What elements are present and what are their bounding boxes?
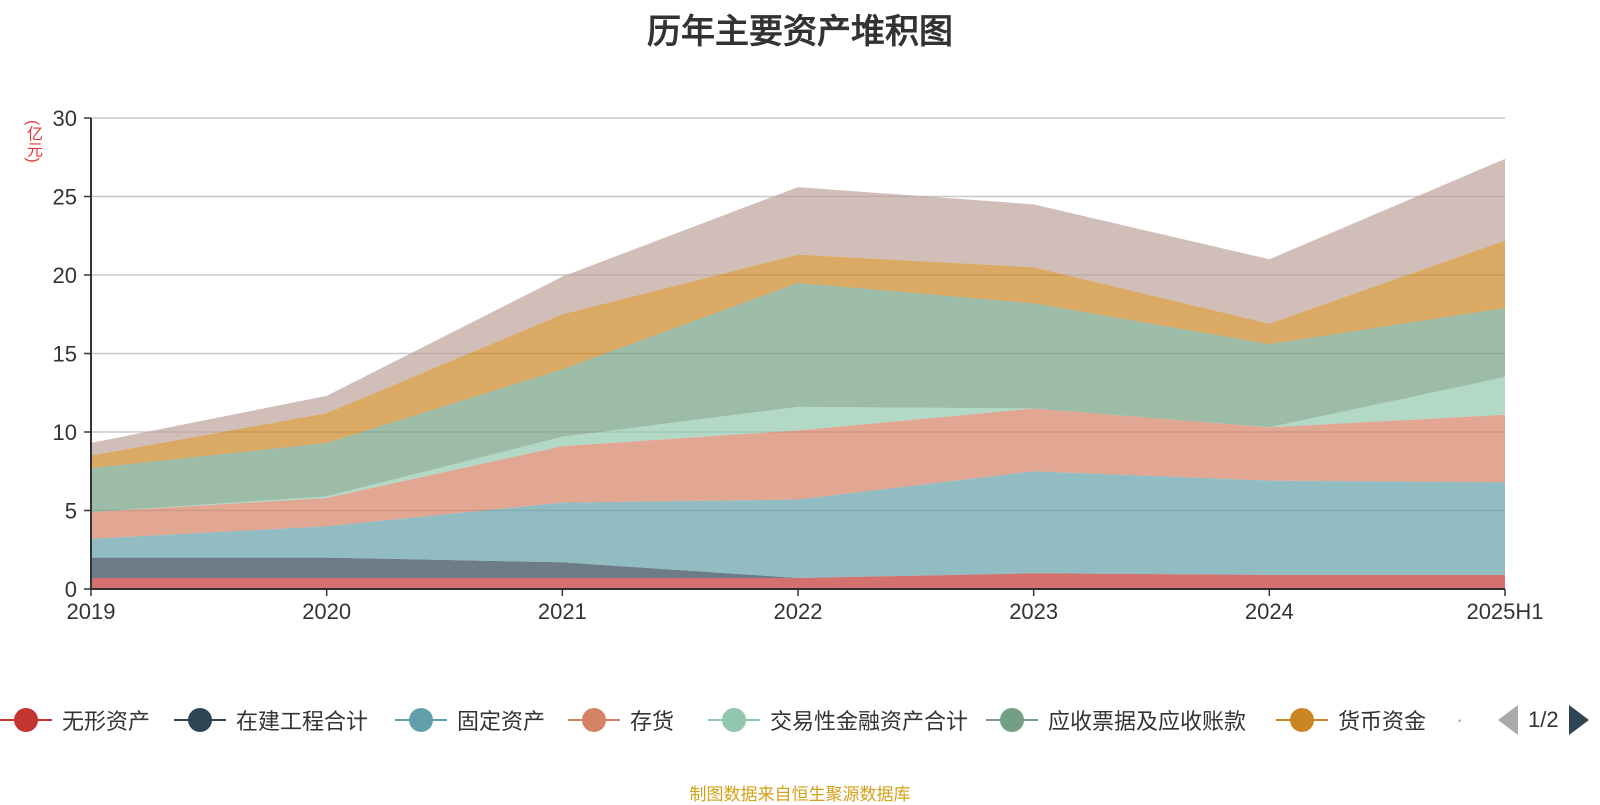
legend-label: 在建工程合计 bbox=[236, 709, 369, 734]
legend-marker-icon bbox=[395, 700, 447, 740]
area-应收票据及应收账款[interactable] bbox=[91, 282, 1505, 513]
x-tick-label: 2021 bbox=[538, 599, 587, 624]
legend-item[interactable]: 固定资产 bbox=[395, 700, 545, 740]
y-axis-unit: (亿元) bbox=[24, 120, 41, 163]
x-tick-label: 2025H1 bbox=[1466, 599, 1543, 624]
legend-prev-icon[interactable] bbox=[1498, 705, 1518, 735]
area-货币资金[interactable] bbox=[91, 240, 1505, 469]
legend-marker-icon bbox=[0, 700, 52, 740]
legend-overflow-indicator: · bbox=[1456, 707, 1464, 732]
x-tick-label: 2023 bbox=[1009, 599, 1058, 624]
stacked-area-chart: 0 5 10 15 20 25 30 2019 2020 2021 2022 2023 2024 2025… bbox=[53, 106, 1544, 624]
legend-item[interactable]: 存货 bbox=[568, 700, 674, 740]
legend-pager: 1/2 bbox=[1498, 700, 1589, 740]
area-在建工程合计[interactable] bbox=[91, 557, 1505, 579]
legend-item[interactable]: 在建工程合计 bbox=[174, 700, 368, 740]
area-series bbox=[91, 158, 1505, 589]
legend-next-icon[interactable] bbox=[1568, 705, 1589, 735]
legend-marker-icon bbox=[1276, 700, 1328, 740]
axes: 0 5 10 15 20 25 30 2019 2020 2021 2022 2023 2024 2025… bbox=[53, 106, 1544, 624]
y-tick-label: 15 bbox=[53, 342, 77, 367]
y-tick-label: 30 bbox=[53, 106, 77, 131]
legend: 无形资产 在建工程合计 固定资产 存货 交易性金融资产合计 应收票据及应收账款 货币资金 · bbox=[0, 700, 1600, 740]
legend-item[interactable]: 无形资产 bbox=[0, 700, 150, 740]
legend-label: 固定资产 bbox=[457, 709, 546, 734]
legend-marker-icon bbox=[708, 700, 760, 740]
legend-marker-icon bbox=[174, 700, 226, 740]
data-source-note: 制图数据来自恒生聚源数据库 bbox=[689, 785, 911, 804]
legend-item[interactable]: 应收票据及应收账款 bbox=[986, 700, 1246, 740]
legend-label: 无形资产 bbox=[62, 709, 151, 734]
y-tick-label: 25 bbox=[53, 185, 77, 210]
x-tick-label: 2024 bbox=[1245, 599, 1294, 624]
legend-marker-icon bbox=[986, 700, 1038, 740]
y-tick-label: 0 bbox=[65, 577, 77, 602]
y-tick-label: 10 bbox=[53, 420, 77, 445]
legend-item[interactable]: 交易性金融资产合计 bbox=[708, 700, 968, 740]
legend-label: 应收票据及应收账款 bbox=[1048, 709, 1247, 734]
legend-marker-icon bbox=[568, 700, 620, 740]
area-存货[interactable] bbox=[91, 408, 1505, 539]
y-tick-label: 20 bbox=[53, 263, 77, 288]
area-其他[interactable] bbox=[91, 158, 1505, 456]
y-tick-label: 5 bbox=[65, 499, 77, 524]
area-无形资产[interactable] bbox=[91, 573, 1505, 589]
legend-page-number: 1/2 bbox=[1528, 707, 1559, 732]
x-tick-label: 2019 bbox=[67, 599, 116, 624]
legend-label: 存货 bbox=[630, 709, 675, 734]
area-固定资产[interactable] bbox=[91, 471, 1505, 579]
x-tick-label: 2020 bbox=[302, 599, 351, 624]
legend-label: 交易性金融资产合计 bbox=[770, 709, 969, 734]
chart-title: 历年主要资产堆积图 bbox=[647, 13, 953, 51]
legend-item[interactable]: 货币资金 bbox=[1276, 700, 1426, 740]
legend-label: 货币资金 bbox=[1338, 709, 1427, 734]
x-tick-label: 2022 bbox=[774, 599, 823, 624]
